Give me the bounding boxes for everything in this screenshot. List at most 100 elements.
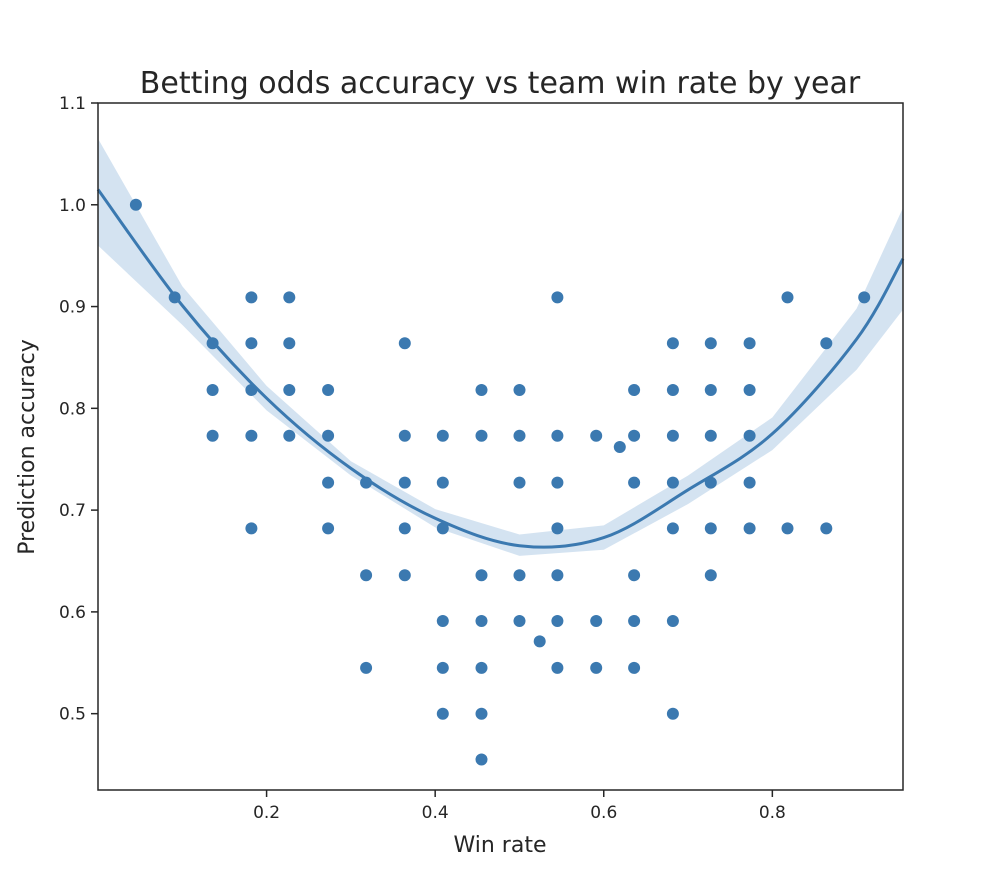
data-point bbox=[245, 522, 258, 535]
y-tick-label: 1.1 bbox=[59, 94, 86, 114]
data-point bbox=[704, 337, 717, 350]
data-point bbox=[628, 476, 641, 489]
data-point bbox=[666, 476, 679, 489]
data-point bbox=[743, 429, 756, 442]
x-tick-label: 0.4 bbox=[422, 803, 449, 823]
data-point bbox=[283, 429, 296, 442]
data-point bbox=[245, 291, 258, 304]
data-point bbox=[436, 661, 449, 674]
data-point bbox=[398, 337, 411, 350]
data-point bbox=[551, 569, 564, 582]
data-point bbox=[551, 615, 564, 627]
data-point bbox=[704, 522, 717, 535]
data-point bbox=[283, 291, 296, 304]
data-point bbox=[206, 384, 219, 396]
chart-title: Betting odds accuracy vs team win rate b… bbox=[140, 66, 861, 101]
x-tick-label: 0.2 bbox=[253, 803, 280, 823]
x-axis-ticks: 0.2 0.4 0.6 0.8 bbox=[253, 790, 786, 823]
data-point bbox=[590, 661, 603, 674]
data-point bbox=[398, 476, 411, 489]
data-point bbox=[206, 429, 219, 442]
data-point bbox=[436, 476, 449, 489]
x-tick-label: 0.6 bbox=[590, 803, 617, 823]
data-point bbox=[551, 291, 564, 304]
axes-frame bbox=[97, 102, 904, 791]
data-point bbox=[475, 661, 488, 674]
data-point bbox=[513, 384, 526, 396]
data-point bbox=[743, 384, 756, 396]
data-point bbox=[475, 429, 488, 442]
y-axis-ticks: 0.5 0.6 0.7 0.8 0.9 1.0 1.1 bbox=[59, 94, 98, 725]
data-point bbox=[743, 522, 756, 535]
data-point bbox=[245, 429, 258, 442]
data-point bbox=[743, 337, 756, 350]
data-point bbox=[398, 429, 411, 442]
data-point bbox=[858, 291, 871, 304]
x-axis-label: Win rate bbox=[453, 833, 546, 858]
data-point bbox=[590, 429, 603, 442]
data-point bbox=[398, 522, 411, 535]
data-point bbox=[613, 441, 626, 453]
data-point bbox=[781, 291, 794, 304]
data-point bbox=[781, 522, 794, 535]
data-point bbox=[475, 569, 488, 582]
data-point bbox=[533, 635, 546, 648]
data-point bbox=[743, 476, 756, 489]
data-point bbox=[820, 337, 833, 350]
data-point bbox=[666, 707, 679, 720]
data-point bbox=[666, 522, 679, 535]
plot-area bbox=[96, 102, 905, 791]
data-point bbox=[398, 569, 411, 582]
regression-line bbox=[96, 188, 905, 549]
data-point bbox=[513, 615, 526, 627]
data-point bbox=[704, 429, 717, 442]
data-point bbox=[666, 384, 679, 396]
data-point bbox=[628, 569, 641, 582]
y-axis-label: Prediction accuracy bbox=[15, 339, 40, 555]
data-point bbox=[666, 429, 679, 442]
data-point bbox=[322, 522, 335, 535]
data-point bbox=[475, 384, 488, 396]
data-point bbox=[475, 753, 488, 766]
scatter-points bbox=[129, 198, 871, 766]
data-point bbox=[513, 476, 526, 489]
data-point bbox=[666, 337, 679, 350]
data-point bbox=[820, 522, 833, 535]
data-point bbox=[360, 569, 373, 582]
y-tick-label: 1.0 bbox=[59, 196, 86, 216]
data-point bbox=[704, 569, 717, 582]
y-tick-label: 0.8 bbox=[59, 399, 86, 419]
data-point bbox=[475, 707, 488, 720]
y-tick-label: 0.7 bbox=[59, 501, 86, 521]
data-point bbox=[245, 337, 258, 350]
data-point bbox=[436, 429, 449, 442]
data-point bbox=[322, 384, 335, 396]
y-tick-label: 0.5 bbox=[59, 705, 86, 725]
y-tick-label: 0.9 bbox=[59, 298, 86, 318]
data-point bbox=[513, 429, 526, 442]
data-point bbox=[436, 615, 449, 627]
data-point bbox=[666, 615, 679, 627]
data-point bbox=[551, 476, 564, 489]
data-point bbox=[628, 429, 641, 442]
data-point bbox=[551, 661, 564, 674]
data-point bbox=[436, 522, 449, 535]
x-tick-label: 0.8 bbox=[759, 803, 786, 823]
data-point bbox=[551, 522, 564, 535]
data-point bbox=[283, 384, 296, 396]
data-point bbox=[628, 384, 641, 396]
data-point bbox=[129, 198, 142, 211]
data-point bbox=[283, 337, 296, 350]
y-tick-label: 0.6 bbox=[59, 603, 86, 623]
data-point bbox=[590, 615, 603, 627]
data-point bbox=[628, 615, 641, 627]
data-point bbox=[513, 569, 526, 582]
data-point bbox=[475, 615, 488, 627]
data-point bbox=[704, 384, 717, 396]
data-point bbox=[360, 661, 373, 674]
data-point bbox=[436, 707, 449, 720]
data-point bbox=[322, 429, 335, 442]
data-point bbox=[628, 661, 641, 674]
data-point bbox=[322, 476, 335, 489]
